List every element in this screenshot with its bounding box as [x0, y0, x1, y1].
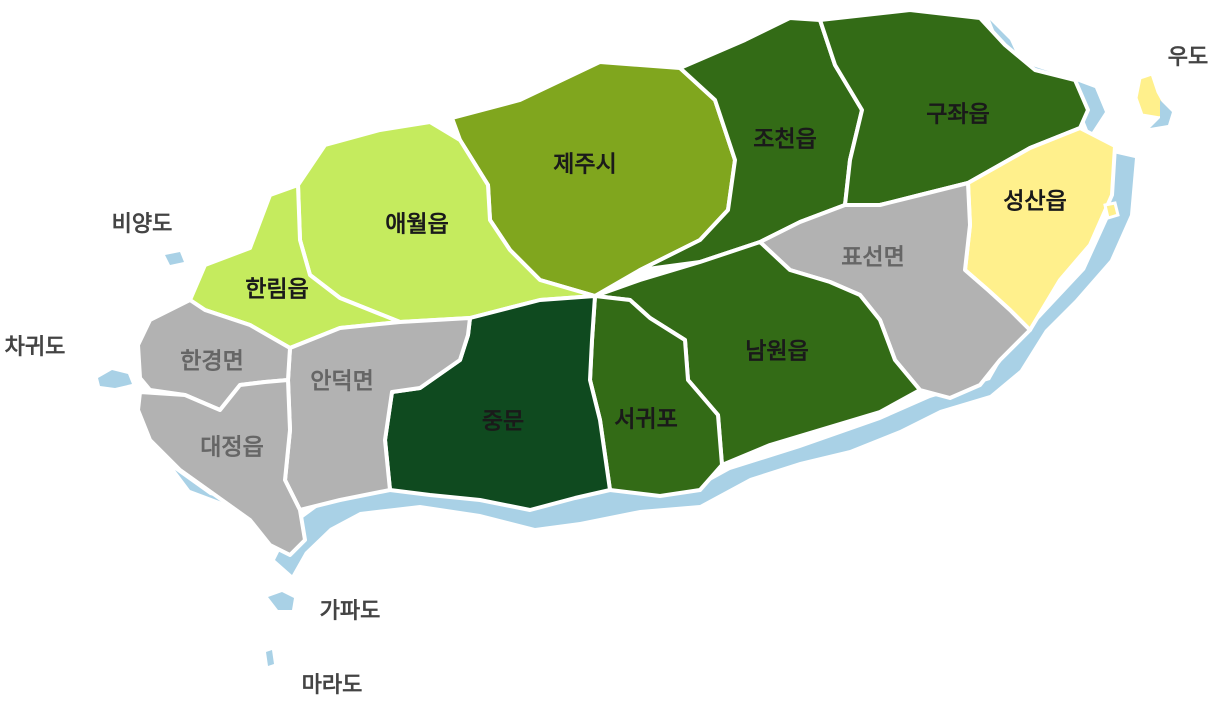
label-gapado: 가파도	[320, 599, 381, 624]
label-seogwipo: 서귀포	[614, 407, 677, 433]
label-marado: 마라도	[302, 673, 363, 698]
label-seongsan: 성산읍	[1003, 189, 1066, 215]
label-jungmun: 중문	[482, 409, 524, 435]
label-hangyeong: 한경면	[180, 349, 243, 375]
label-pyoseon: 표선면	[841, 245, 904, 271]
label-jocheon: 조천읍	[753, 127, 816, 153]
seongsan-peak-islet	[1103, 201, 1120, 220]
label-gujwa: 구좌읍	[926, 102, 989, 128]
label-biyangdo: 비양도	[112, 212, 173, 237]
label-andeok: 안덕면	[310, 369, 373, 395]
gapado-island[interactable]	[268, 592, 294, 610]
chagwido-island[interactable]	[98, 370, 132, 388]
udo-shore	[1150, 100, 1172, 128]
region-daejeong[interactable]	[136, 378, 307, 557]
biyangdo-island[interactable]	[165, 252, 184, 265]
label-daejeong: 대정읍	[200, 435, 263, 461]
marado-island[interactable]	[266, 650, 274, 666]
label-udo: 우도	[1168, 45, 1208, 70]
label-hallim: 한림읍	[245, 277, 308, 303]
label-chagwido: 차귀도	[5, 335, 66, 360]
label-aewol: 애월읍	[385, 212, 448, 238]
label-jeju-si: 제주시	[553, 152, 616, 178]
label-namwon: 남원읍	[745, 339, 808, 365]
shoreline-water-north-east	[990, 20, 1105, 135]
shoreline-water	[275, 150, 1135, 575]
